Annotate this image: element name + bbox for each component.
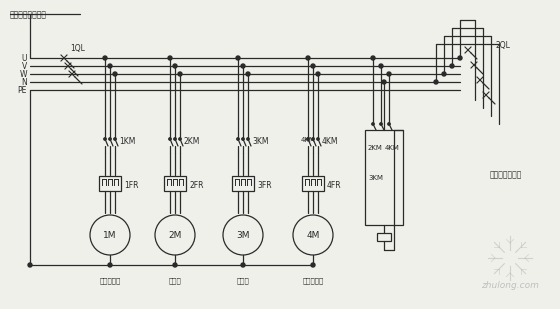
Bar [232,176,254,191]
Circle shape [307,138,309,140]
Text: 至各楼层配电柜: 至各楼层配电柜 [490,171,522,180]
Text: 引办公楼层配电房: 引办公楼层配电房 [10,10,47,19]
Circle shape [169,138,171,140]
Text: 2KM: 2KM [184,137,200,146]
Circle shape [103,56,107,60]
Text: 1QL: 1QL [70,44,85,53]
Bar [164,176,186,191]
Circle shape [382,80,386,84]
Text: 3KM: 3KM [368,175,383,181]
Circle shape [371,56,375,60]
Text: N: N [21,78,27,87]
Circle shape [236,56,240,60]
Text: W: W [20,70,27,78]
Circle shape [311,263,315,267]
Bar [302,176,324,191]
Circle shape [450,64,454,68]
Circle shape [387,72,391,76]
Circle shape [458,56,462,60]
Circle shape [306,56,310,60]
Circle shape [442,72,446,76]
Circle shape [173,263,177,267]
Text: zhulong.com: zhulong.com [481,281,539,290]
Text: 1M: 1M [103,231,116,239]
Circle shape [247,138,249,140]
Circle shape [109,138,111,140]
Circle shape [241,263,245,267]
Circle shape [380,123,382,125]
Circle shape [246,72,250,76]
Text: 2FR: 2FR [189,180,203,189]
Circle shape [237,138,239,140]
Circle shape [311,64,315,68]
Text: 3KM: 3KM [252,137,268,146]
Text: 2KM: 2KM [368,145,383,151]
Text: 4KM: 4KM [322,137,338,146]
Circle shape [113,72,117,76]
Circle shape [114,138,116,140]
Circle shape [104,138,106,140]
Circle shape [241,64,245,68]
Text: 4KM: 4KM [301,137,316,143]
Circle shape [108,64,112,68]
Text: U: U [21,53,27,62]
Circle shape [317,138,319,140]
Text: 1KM: 1KM [119,137,136,146]
Text: 3FR: 3FR [257,180,272,189]
Text: 3M: 3M [236,231,250,239]
Text: V: V [22,61,27,70]
Circle shape [28,263,32,267]
Text: PE: PE [17,86,27,95]
Text: 1FR: 1FR [124,180,138,189]
Circle shape [173,64,177,68]
Circle shape [379,64,383,68]
Circle shape [388,123,390,125]
Circle shape [178,72,182,76]
Bar [99,176,121,191]
Text: 热水泵: 热水泵 [169,277,181,284]
Circle shape [174,138,176,140]
Circle shape [434,80,438,84]
Circle shape [312,138,314,140]
Circle shape [179,138,181,140]
Circle shape [372,123,374,125]
Circle shape [316,72,320,76]
Bar [377,233,391,241]
Bar [365,130,403,225]
Text: 4FR: 4FR [327,180,342,189]
Text: 2M: 2M [169,231,181,239]
Text: 4M: 4M [306,231,320,239]
Text: 冷却塔水泵: 冷却塔水泵 [99,277,120,284]
Text: 热水泵备用: 热水泵备用 [302,277,324,284]
Circle shape [108,263,112,267]
Text: 2QL: 2QL [496,40,511,49]
Circle shape [168,56,172,60]
Circle shape [242,138,244,140]
Text: 4KM: 4KM [385,145,400,151]
Text: 热水泵: 热水泵 [237,277,249,284]
